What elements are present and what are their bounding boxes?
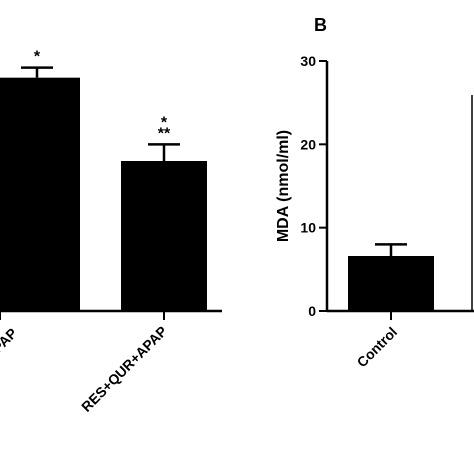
panel-a-significance-label: *	[34, 49, 41, 66]
panel-b-y-tick-label: 0	[308, 303, 316, 319]
panel-a-bar	[0, 77, 80, 312]
panel-b-y-tick-label: 30	[300, 53, 316, 69]
panel-b-y-axis-label: MDA (nmol/ml)	[275, 130, 292, 242]
panel-a-tick-label-res-qur-apap: RES+QUR+APAP	[78, 323, 170, 415]
panel-b-tick-label-control: Control	[354, 324, 401, 371]
panel-a-bar	[121, 161, 207, 311]
panel-b: B 0 10 20 30 MDA (nmol/ml) Control	[275, 15, 474, 370]
panel-a: **** APAP RES+QUR+APAP	[0, 49, 222, 415]
panel-b-y-tick-label: 10	[300, 220, 316, 236]
panel-b-label: B	[314, 15, 327, 35]
panel-b-bar	[348, 256, 434, 311]
panel-b-y-tick-label: 20	[300, 136, 316, 152]
panel-a-tick-label-apap: APAP	[0, 325, 20, 363]
panel-a-significance-label: *	[161, 114, 168, 131]
panel-a-significance-label: **	[158, 125, 171, 142]
